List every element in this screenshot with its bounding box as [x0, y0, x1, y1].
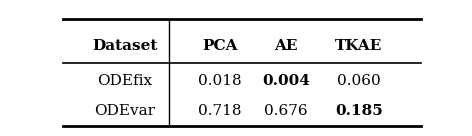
- Text: 0.018: 0.018: [198, 74, 242, 88]
- Text: ODEfix: ODEfix: [97, 74, 152, 88]
- Text: 0.060: 0.060: [337, 74, 381, 88]
- Text: 0.185: 0.185: [335, 104, 383, 118]
- Text: PCA: PCA: [202, 39, 238, 53]
- Text: 0.676: 0.676: [264, 104, 308, 118]
- Text: 0.718: 0.718: [198, 104, 242, 118]
- Text: TKAE: TKAE: [335, 39, 383, 53]
- Text: AE: AE: [274, 39, 297, 53]
- Text: ODEvar: ODEvar: [94, 104, 155, 118]
- Text: 0.004: 0.004: [262, 74, 310, 88]
- Text: Dataset: Dataset: [92, 39, 158, 53]
